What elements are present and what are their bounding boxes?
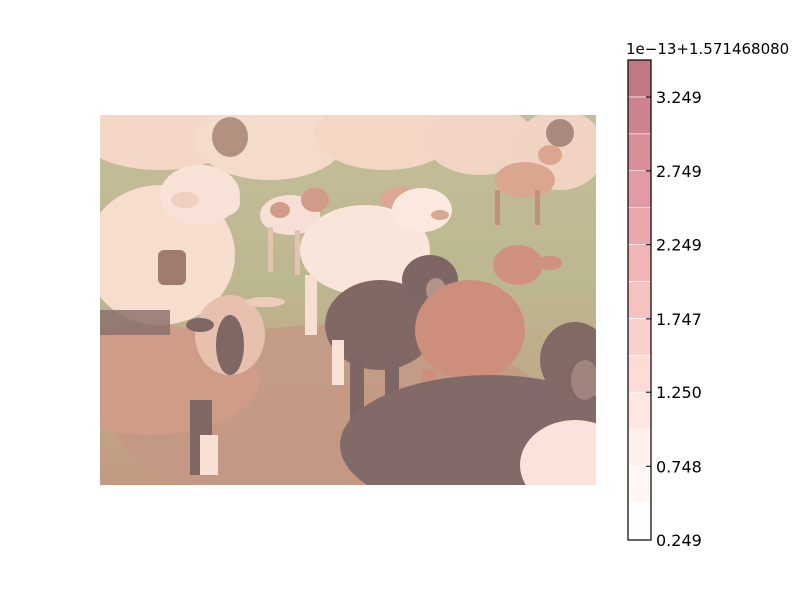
colorbar-band-5 — [627, 318, 652, 356]
colorbar-band-3 — [627, 391, 652, 430]
colorbar-band-12 — [627, 59, 652, 98]
sheep-photo — [100, 115, 596, 485]
colorbar-offset-label: 1e−13+1.571468080 — [626, 40, 790, 58]
colorbar-tick-label-3: 1.747 — [656, 310, 702, 329]
colorbar-tick-label-4: 2.249 — [656, 236, 702, 255]
colorbar-band-7 — [627, 244, 652, 282]
colorbar-band-4 — [627, 354, 652, 393]
colorbar-ticks: 0.249 0.748 1.250 1.747 2.249 2.749 3.249 — [646, 88, 702, 550]
image-panel — [100, 115, 596, 485]
colorbar-band-10 — [627, 133, 652, 172]
colorbar-band-11 — [627, 96, 652, 135]
colorbar-band-8 — [627, 207, 652, 245]
colorbar-frame — [627, 59, 652, 541]
colorbar-band-9 — [627, 170, 652, 208]
colorbar-tick-label-2: 1.250 — [656, 383, 702, 402]
colorbar-tick-label-0: 0.249 — [656, 531, 702, 550]
colorbar-tick-label-6: 3.249 — [656, 88, 702, 107]
colorbar-band-1 — [627, 465, 652, 504]
colorbar-bands — [627, 59, 652, 541]
colorbar-band-2 — [627, 428, 652, 467]
colorbar-band-0 — [627, 502, 652, 541]
colorbar-tick-label-5: 2.749 — [656, 162, 702, 181]
colorbar-band-6 — [627, 281, 652, 319]
colorbar-tick-label-1: 0.748 — [656, 457, 702, 476]
colorbar: 0.249 0.748 1.250 1.747 2.249 2.749 3.249 — [627, 59, 702, 550]
